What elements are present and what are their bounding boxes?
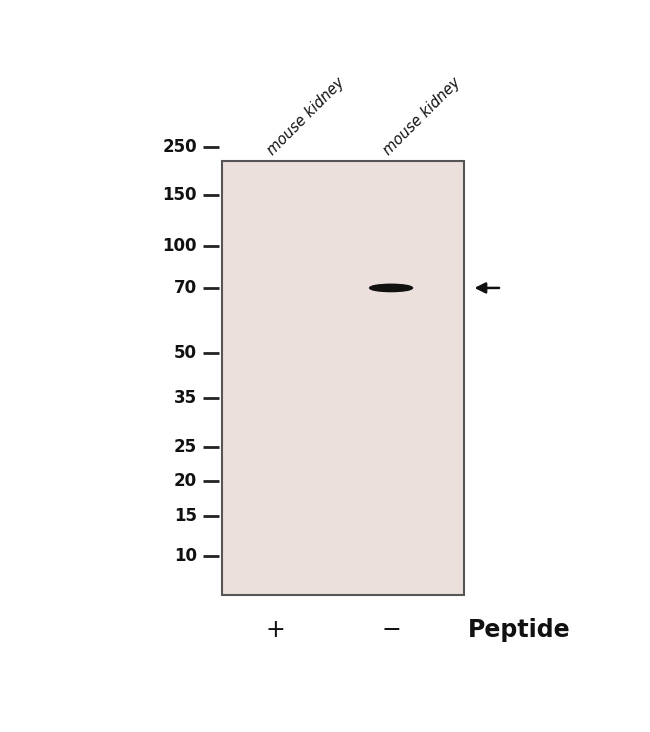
Text: Peptide: Peptide (468, 618, 571, 642)
Text: mouse kidney: mouse kidney (380, 75, 463, 158)
Text: 15: 15 (174, 507, 197, 525)
Text: 20: 20 (174, 471, 197, 490)
Text: mouse kidney: mouse kidney (265, 75, 348, 158)
Text: −: − (381, 618, 401, 642)
Text: 70: 70 (174, 279, 197, 297)
Text: 35: 35 (174, 389, 197, 407)
Text: 50: 50 (174, 344, 197, 362)
Text: +: + (265, 618, 285, 642)
Text: 10: 10 (174, 547, 197, 564)
Text: 250: 250 (162, 138, 197, 156)
Text: 100: 100 (162, 236, 197, 255)
Text: 150: 150 (162, 186, 197, 204)
Ellipse shape (370, 284, 413, 291)
Text: 25: 25 (174, 438, 197, 457)
Bar (222, 161, 464, 595)
